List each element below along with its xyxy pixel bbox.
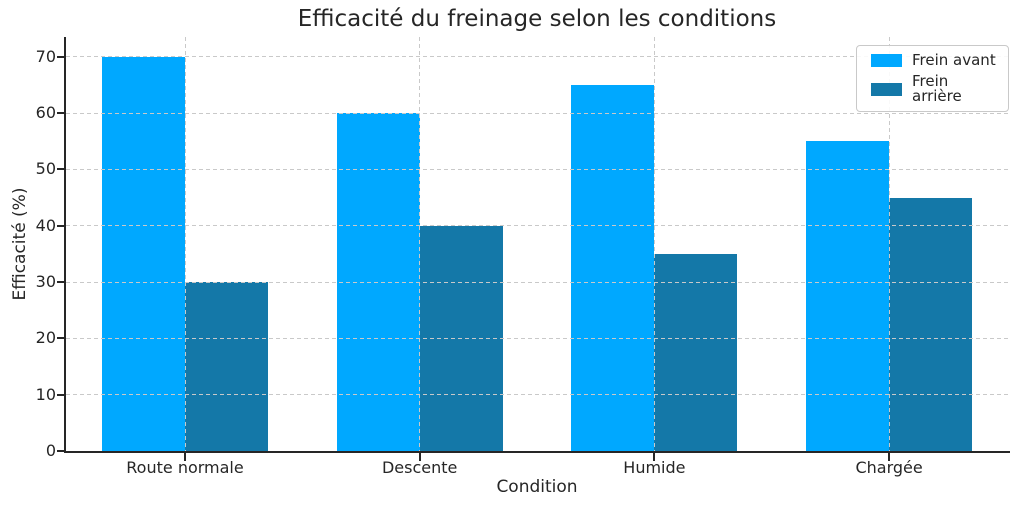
y-tick [57,168,64,171]
y-tick-label: 30 [35,272,56,292]
x-axis-label: Condition [496,477,578,497]
y-tick-label: 0 [45,441,56,460]
y-tick [57,450,64,452]
bar [654,253,738,451]
bar [102,56,185,451]
y-gridline [66,281,1010,283]
legend-label-frein-avant: Frein avant [912,51,996,69]
y-tick [57,112,64,115]
y-gridline [66,112,1010,114]
y-gridline [66,394,1010,396]
x-tick-label: Chargée [855,458,923,477]
legend: Frein avant Frein arrière [856,45,1009,112]
x-tick [418,453,421,461]
y-tick [57,393,64,396]
legend-swatch-frein-arriere [871,82,902,96]
bar [889,197,973,451]
y-tick-label: 20 [35,328,56,348]
y-gridline [66,225,1010,227]
y-tick-label: 10 [35,384,56,404]
y-tick-label: 40 [35,215,56,235]
y-gridline [66,168,1010,170]
x-tick [653,453,656,461]
x-gridline [184,37,186,451]
bar [185,282,268,451]
legend-item-frein-avant: Frein avant [871,53,998,68]
y-tick [57,281,64,284]
y-tick [57,337,64,340]
legend-swatch-frein-avant [871,54,902,67]
x-tick-label: Humide [623,458,686,477]
y-tick [57,224,64,227]
x-gridline [888,37,890,451]
legend-item-frein-arriere: Frein arrière [871,74,998,104]
bar [806,141,890,451]
legend-label-frein-arriere: Frein arrière [912,72,962,105]
y-gridline [66,337,1010,339]
x-gridline [653,37,655,451]
y-tick-label: 60 [35,103,56,123]
x-tick-label: Route normale [126,458,244,477]
chart-title: Efficacité du freinage selon les conditi… [297,6,777,32]
y-tick [57,55,64,58]
y-gridline [66,56,1010,58]
x-tick-label: Descente [381,458,458,477]
x-tick [888,453,891,461]
y-tick-label: 50 [35,159,56,179]
plot-area: 0 10 20 30 40 50 60 70 Route normale Descente Humi… [36,37,1010,477]
y-tick-label: 70 [35,46,56,66]
bar [571,84,655,451]
x-gridline [419,37,421,451]
x-tick [184,453,186,461]
